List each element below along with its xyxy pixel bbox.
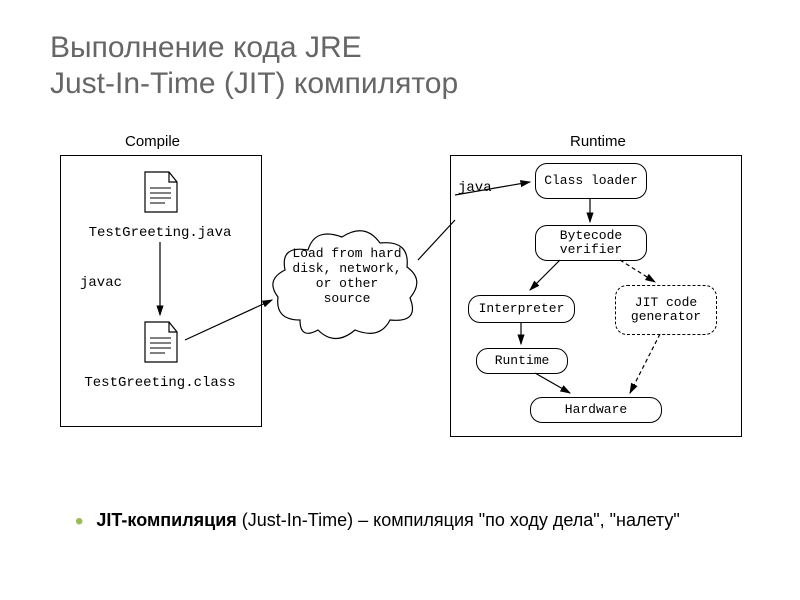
- javac-label: javac: [80, 275, 140, 291]
- node-interpreter: Interpreter: [468, 295, 575, 323]
- page-title: Выполнение кода JRE Just-In-Time (JIT) к…: [50, 30, 458, 102]
- node-runtime: Runtime: [476, 348, 568, 374]
- bullet-strong: JIT-компиляция: [96, 510, 236, 530]
- bullet-dot-icon: •: [75, 508, 83, 535]
- title-line-2: Just-In-Time (JIT) компилятор: [50, 67, 458, 100]
- class-file-icon: [143, 320, 179, 364]
- java-arrow-label: java: [458, 180, 508, 196]
- node-class-loader: Class loader: [535, 163, 647, 199]
- compile-section-label: Compile: [125, 133, 180, 150]
- bullet-item: • JIT-компиляция (Just-In-Time) – компил…: [75, 505, 680, 533]
- node-hardware: Hardware: [530, 397, 662, 423]
- java-file-icon: [143, 170, 179, 214]
- bullet-text: (Just-In-Time) – компиляция "по ходу дел…: [237, 510, 680, 530]
- node-bytecode-verifier: Bytecode verifier: [535, 225, 647, 261]
- java-file-label: TestGreeting.java: [68, 225, 252, 241]
- cloud-text: Load from hard disk, network, or other s…: [292, 247, 402, 307]
- title-line-1: Выполнение кода JRE: [50, 31, 362, 64]
- class-file-label: TestGreeting.class: [63, 375, 257, 391]
- runtime-section-label: Runtime: [570, 133, 626, 150]
- node-jit-generator: JIT code generator: [615, 285, 717, 335]
- jre-diagram: Compile Runtime TestGreeting.java javac …: [40, 130, 760, 450]
